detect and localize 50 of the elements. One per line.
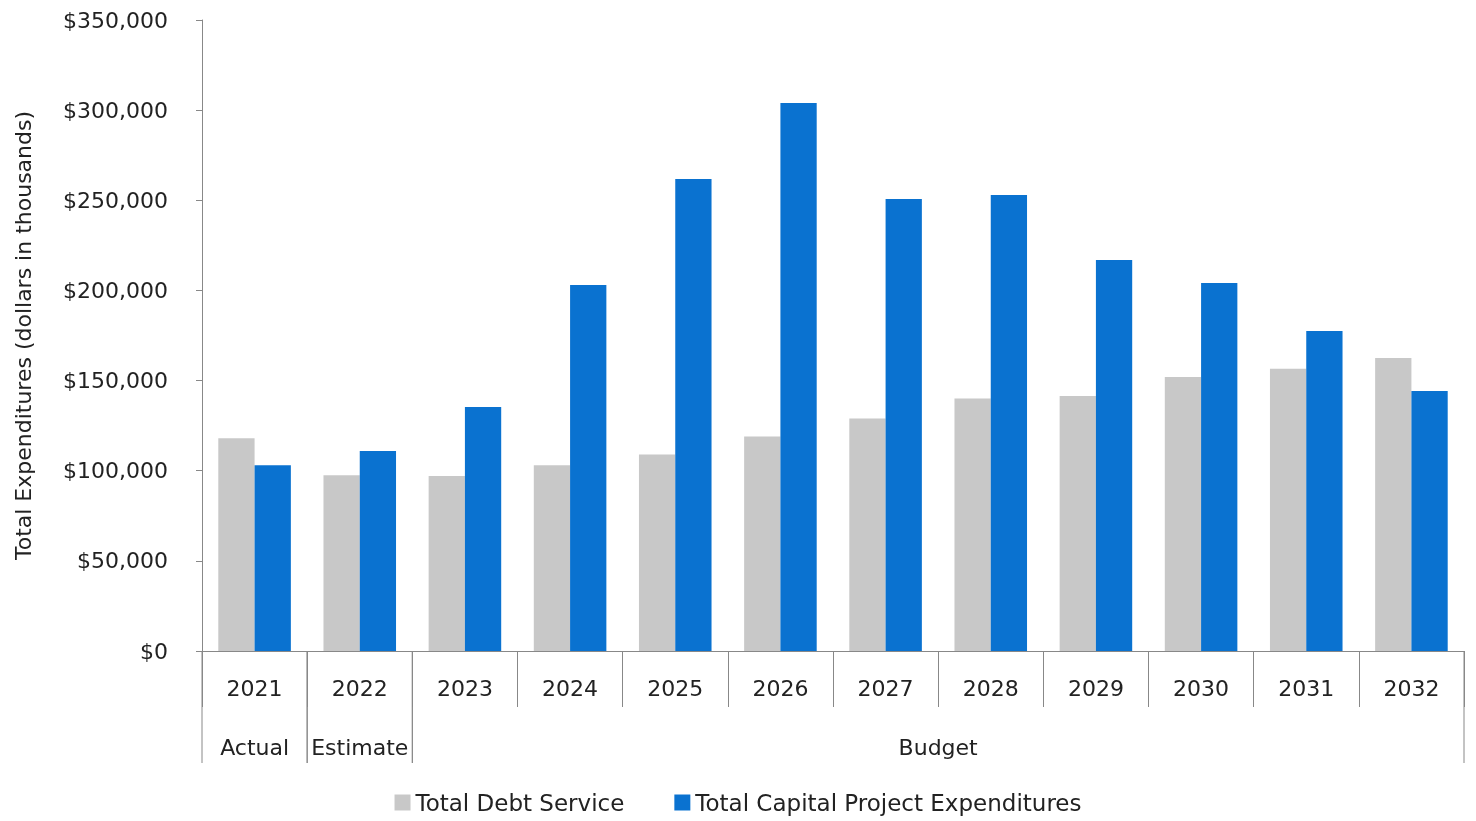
y-tick-label: $350,000 — [63, 7, 168, 33]
x-tick-label: 2027 — [857, 675, 914, 701]
x-tick-label: 2032 — [1383, 675, 1440, 701]
bar — [1306, 330, 1343, 651]
bar — [323, 475, 360, 651]
bar — [218, 438, 255, 651]
bar — [1411, 391, 1448, 651]
y-tick-label: $150,000 — [63, 368, 168, 394]
x-tick-label: 2023 — [436, 675, 493, 701]
x-tick-label: 2024 — [542, 675, 599, 701]
x-tick-label: 2028 — [962, 675, 1019, 701]
bar — [428, 476, 465, 651]
text: Budget — [898, 734, 979, 760]
y-tick-label: $250,000 — [63, 187, 168, 213]
bar — [1095, 259, 1133, 651]
x-tick-label: 2030 — [1173, 675, 1230, 701]
legend-label: Total Capital Project Expenditures — [694, 789, 1082, 816]
y-tick-label: $100,000 — [63, 458, 168, 484]
bar — [1059, 395, 1096, 651]
bar — [1269, 368, 1307, 651]
bar — [675, 179, 712, 651]
bar — [744, 436, 781, 651]
x-tick-label: 2029 — [1067, 675, 1124, 701]
bar — [533, 465, 571, 651]
bar — [464, 407, 502, 651]
bar — [1375, 358, 1412, 651]
x-tick-label: 2025 — [647, 675, 704, 701]
bar — [954, 398, 991, 651]
bar — [254, 465, 291, 651]
x-tick-label: 2026 — [752, 675, 809, 701]
y-tick-label: $0 — [140, 638, 168, 664]
bar — [849, 418, 886, 651]
y-tick-label: $200,000 — [63, 277, 168, 303]
y-axis-title: Total Expenditures (dollars in thousands) — [10, 110, 36, 562]
text: Actual — [220, 734, 290, 760]
bar — [638, 454, 676, 651]
bar — [1201, 283, 1238, 651]
x-tick-label: 2031 — [1278, 675, 1335, 701]
bar — [780, 102, 817, 651]
bar — [990, 194, 1028, 651]
bar — [885, 199, 922, 651]
x-tick-label: 2022 — [331, 675, 388, 701]
bar — [570, 285, 607, 651]
bar — [1164, 376, 1202, 651]
y-tick-label: $300,000 — [63, 97, 168, 123]
y-tick-label: $50,000 — [77, 548, 168, 574]
x-tick-label: 2021 — [226, 675, 283, 701]
text: Estimate — [311, 734, 409, 760]
bar — [359, 450, 397, 651]
legend-label: Total Debt Service — [414, 789, 625, 816]
